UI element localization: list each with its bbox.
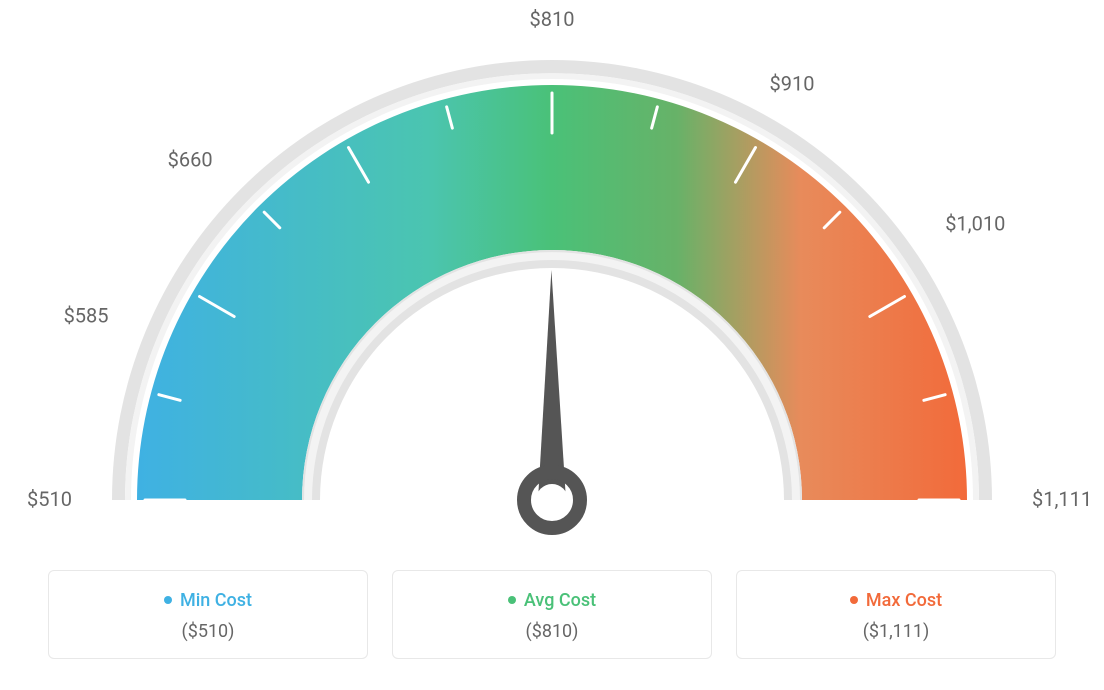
legend-value: ($1,111)	[747, 621, 1045, 642]
legend-label: Avg Cost	[524, 590, 596, 611]
legend-title-min: Min Cost	[164, 590, 252, 611]
legend-card-avg: Avg Cost ($810)	[392, 570, 712, 659]
legend-value: ($810)	[403, 621, 701, 642]
dot-icon	[508, 596, 516, 604]
dot-icon	[850, 596, 858, 604]
legend-card-min: Min Cost ($510)	[48, 570, 368, 659]
scale-label: $660	[168, 148, 213, 172]
legend-title-max: Max Cost	[850, 590, 942, 611]
scale-label: $910	[770, 71, 815, 95]
scale-label: $810	[530, 7, 575, 31]
legend-row: Min Cost ($510) Avg Cost ($810) Max Cost…	[0, 570, 1104, 659]
legend-value: ($510)	[59, 621, 357, 642]
legend-label: Max Cost	[866, 590, 942, 611]
legend-card-max: Max Cost ($1,111)	[736, 570, 1056, 659]
legend-label: Min Cost	[180, 590, 252, 611]
scale-label: $1,111	[1032, 487, 1092, 511]
scale-label: $1,010	[945, 212, 1005, 236]
scale-label: $510	[27, 487, 72, 511]
gauge-svg: $510 $585 $660 $810 $910 $1,010 $1,111	[0, 0, 1104, 560]
scale-label: $585	[64, 303, 109, 327]
gauge-chart: $510 $585 $660 $810 $910 $1,010 $1,111	[0, 0, 1104, 560]
legend-title-avg: Avg Cost	[508, 590, 596, 611]
dot-icon	[164, 596, 172, 604]
